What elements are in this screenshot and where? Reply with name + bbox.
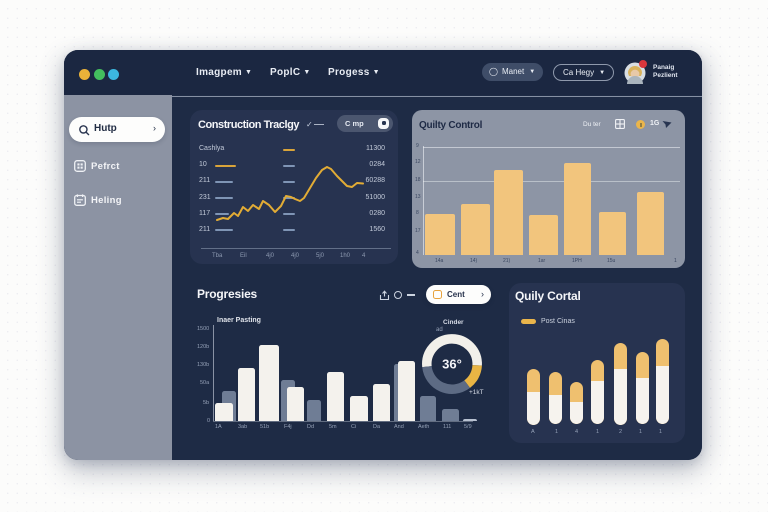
svg-text:36°: 36° (442, 357, 462, 372)
